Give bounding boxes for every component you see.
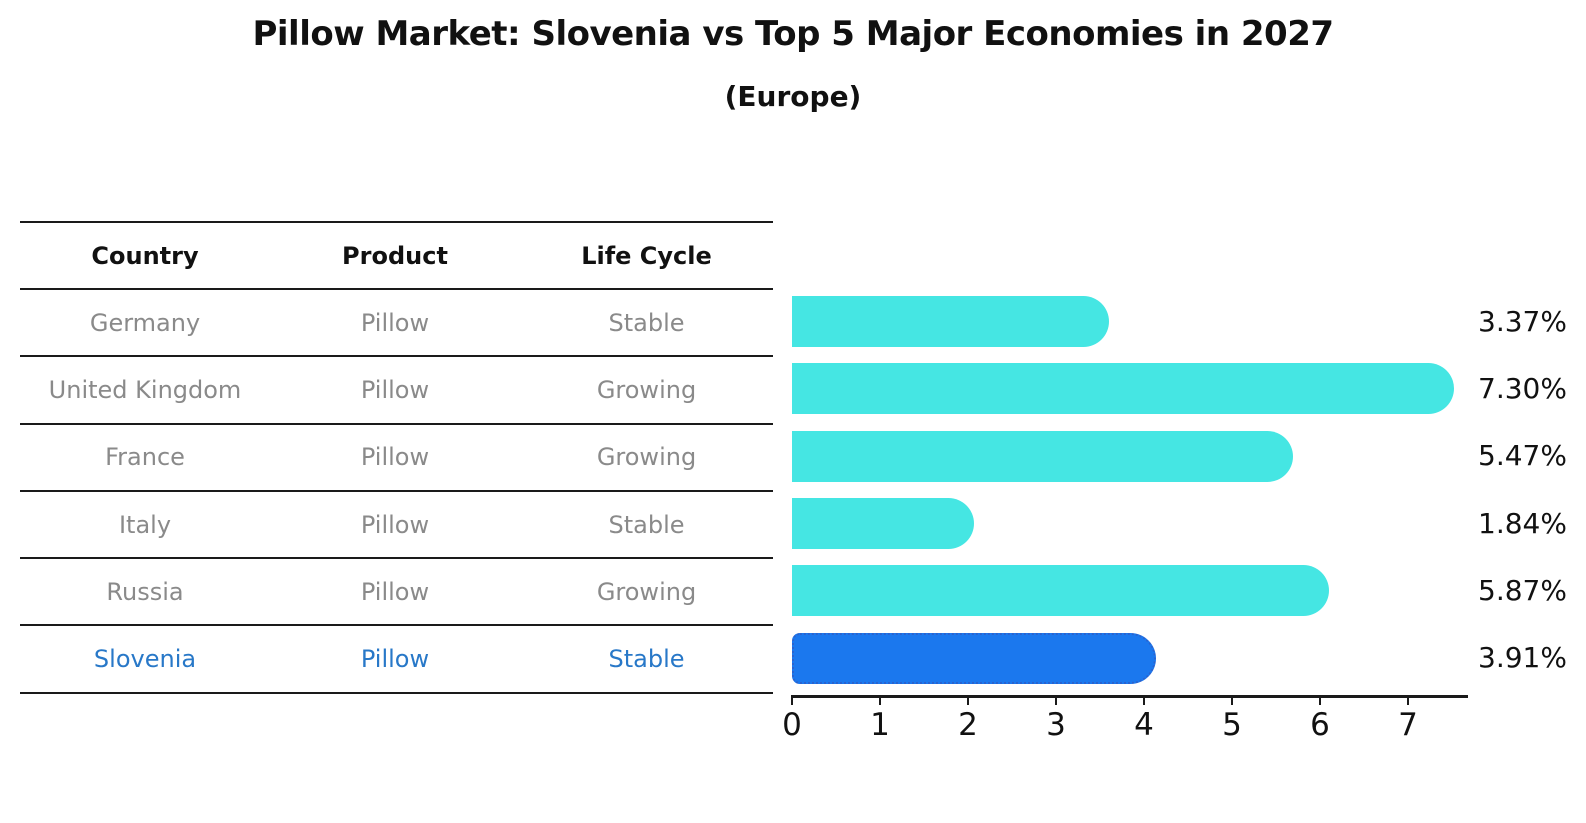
x-axis-tick-label: 2 — [958, 707, 978, 743]
x-axis-tick — [1231, 695, 1233, 705]
x-axis-tick — [1407, 695, 1409, 705]
bar-plot-area: 0 1 2 3 4 5 6 7 — [782, 288, 1468, 743]
table-row-germany: Germany Pillow Stable — [20, 290, 773, 358]
x-axis-tick-label: 5 — [1222, 707, 1242, 743]
x-axis-tick-label: 1 — [870, 707, 890, 743]
bar-italy — [792, 497, 974, 549]
table-cell-product: Pillow — [360, 577, 430, 606]
x-axis-tick — [879, 695, 881, 705]
bar-value-label-united-kingdom: 7.30% — [1478, 371, 1567, 405]
bar-value-label-france: 5.47% — [1478, 439, 1567, 473]
column-header-country: Country — [91, 241, 199, 270]
x-axis-tick-label: 0 — [782, 707, 802, 743]
bar-slovenia — [792, 632, 1157, 684]
x-axis-tick — [791, 695, 793, 705]
bar-united-kingdom — [792, 363, 1455, 415]
x-axis-tick-label: 7 — [1398, 707, 1418, 743]
chart-subtitle: (Europe) — [724, 80, 862, 113]
table-cell-country: Italy — [118, 510, 172, 539]
table-row-france: France Pillow Growing — [20, 425, 773, 492]
bar-value-label-slovenia: 3.91% — [1478, 641, 1567, 675]
table-cell-country: Slovenia — [93, 645, 197, 674]
x-axis-tick — [1055, 695, 1057, 705]
table-row-russia: Russia Pillow Growing — [20, 559, 773, 627]
table-cell-life-cycle: Stable — [608, 510, 685, 539]
x-axis-tick — [1143, 695, 1145, 705]
table-cell-life-cycle: Growing — [596, 375, 697, 404]
bar-value-label-italy: 1.84% — [1478, 506, 1567, 540]
table-cell-product: Pillow — [360, 645, 430, 674]
table-cell-country: United Kingdom — [48, 375, 242, 404]
table-cell-life-cycle: Growing — [596, 443, 697, 472]
table-cell-product: Pillow — [360, 375, 430, 404]
table-row-italy: Italy Pillow Stable — [20, 492, 773, 560]
bar-russia — [792, 565, 1329, 617]
country-table: Country Product Life Cycle Germany Pillow… — [20, 221, 773, 694]
table-header-row: Country Product Life Cycle — [20, 223, 773, 290]
column-header-life-cycle: Life Cycle — [581, 241, 712, 270]
table-cell-life-cycle: Stable — [608, 645, 685, 674]
table-cell-country: France — [105, 443, 185, 472]
table-cell-life-cycle: Growing — [596, 577, 697, 606]
x-axis-tick-label: 6 — [1310, 707, 1330, 743]
table-cell-life-cycle: Stable — [608, 308, 685, 337]
bar-value-label-russia: 5.87% — [1478, 573, 1567, 607]
table-cell-country: Germany — [89, 308, 201, 337]
chart-title: Pillow Market: Slovenia vs Top 5 Major E… — [252, 14, 1334, 54]
table-cell-product: Pillow — [360, 510, 430, 539]
x-axis-tick-label: 4 — [1134, 707, 1154, 743]
table-row-slovenia: Slovenia Pillow Stable — [20, 626, 773, 694]
x-axis-tick — [1319, 695, 1321, 705]
table-row-united-kingdom: United Kingdom Pillow Growing — [20, 357, 773, 425]
bar-germany — [792, 296, 1109, 347]
table-cell-product: Pillow — [360, 308, 430, 337]
bar-france — [792, 430, 1294, 482]
table-cell-country: Russia — [106, 577, 184, 606]
bar-value-label-germany: 3.37% — [1478, 304, 1567, 338]
table-cell-product: Pillow — [360, 443, 430, 472]
table-body: Germany Pillow Stable United Kingdom Pillow G… — [20, 290, 773, 694]
x-axis-tick-label: 3 — [1046, 707, 1066, 743]
column-header-product: Product — [342, 241, 448, 270]
x-axis-tick — [967, 695, 969, 705]
